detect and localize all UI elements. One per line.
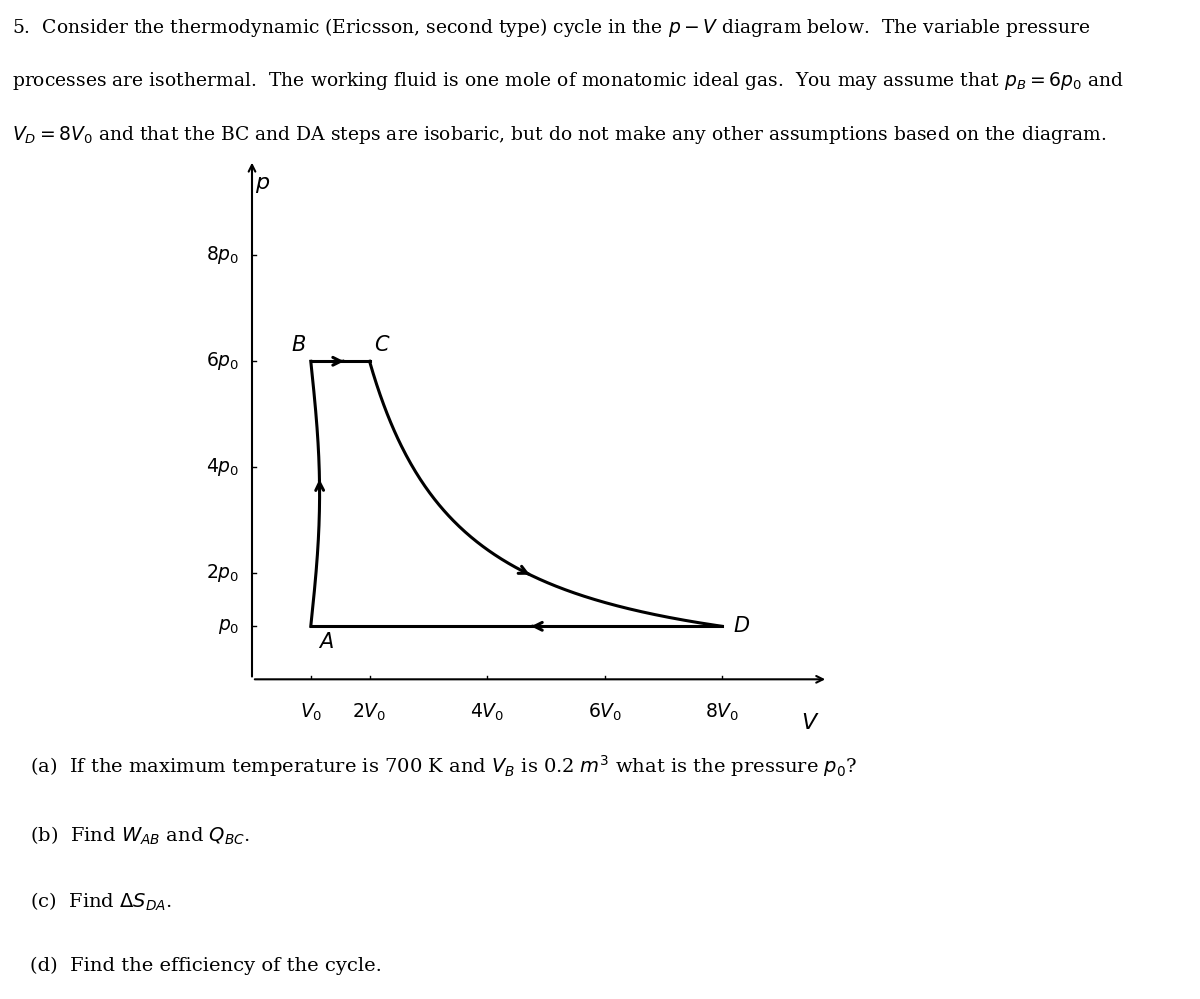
Text: $4V_0$: $4V_0$ [470,701,504,723]
Text: $6p_0$: $6p_0$ [205,351,239,373]
Text: 5.  Consider the thermodynamic (Ericsson, second type) cycle in the $p - V$ diag: 5. Consider the thermodynamic (Ericsson,… [12,16,1090,39]
Text: $p_0$: $p_0$ [217,616,239,635]
Text: (d)  Find the efficiency of the cycle.: (d) Find the efficiency of the cycle. [30,957,382,975]
Text: $4p_0$: $4p_0$ [205,457,239,479]
Text: $C$: $C$ [374,335,391,355]
Text: $2V_0$: $2V_0$ [353,701,386,723]
Text: $8V_0$: $8V_0$ [706,701,739,723]
Text: $6V_0$: $6V_0$ [588,701,622,723]
Text: (b)  Find $W_{AB}$ and $Q_{BC}$.: (b) Find $W_{AB}$ and $Q_{BC}$. [30,825,250,847]
Text: $D$: $D$ [733,616,750,636]
Text: (c)  Find $\Delta S_{DA}$.: (c) Find $\Delta S_{DA}$. [30,891,172,913]
Text: $A$: $A$ [318,631,334,651]
Text: $p$: $p$ [254,173,270,195]
Text: processes are isothermal.  The working fluid is one mole of monatomic ideal gas.: processes are isothermal. The working fl… [12,70,1124,92]
Text: $B$: $B$ [292,335,306,355]
Text: $8p_0$: $8p_0$ [205,244,239,267]
Text: $V$: $V$ [800,712,820,734]
Text: $V_D = 8V_0$ and that the BC and DA steps are isobaric, but do not make any othe: $V_D = 8V_0$ and that the BC and DA step… [12,124,1106,146]
Text: (a)  If the maximum temperature is 700 K and $V_B$ is 0.2 $m^3$ what is the pres: (a) If the maximum temperature is 700 K … [30,753,857,779]
Text: $2p_0$: $2p_0$ [205,562,239,584]
Text: $V_0$: $V_0$ [300,701,322,723]
